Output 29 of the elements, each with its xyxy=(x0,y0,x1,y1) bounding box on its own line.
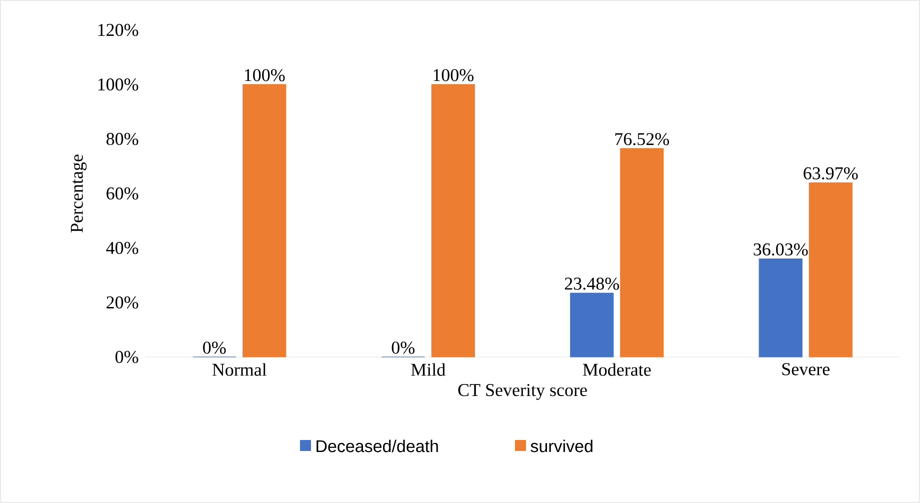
data-label: 0% xyxy=(392,342,415,354)
data-label: 76.52% xyxy=(615,133,670,146)
y-tick-label: 80% xyxy=(106,132,138,146)
x-tick-label: Normal xyxy=(212,363,267,376)
x-tick-label: Mild xyxy=(411,363,446,376)
y-tick-label: 40% xyxy=(106,242,138,254)
data-label: 63.97% xyxy=(804,167,858,180)
bar xyxy=(620,148,664,358)
legend-label: survived xyxy=(530,440,592,452)
bar xyxy=(570,292,614,358)
y-tick-label: 100% xyxy=(98,78,138,91)
bar xyxy=(431,84,475,358)
data-label: 100% xyxy=(434,69,474,82)
legend-label: Deceased/death xyxy=(316,440,438,452)
x-axis-title: CT Severity score xyxy=(458,384,587,400)
y-tick-label: 120% xyxy=(98,24,138,36)
data-label: 23.48% xyxy=(564,278,620,290)
data-label: 100% xyxy=(244,69,285,82)
bar xyxy=(758,258,802,358)
x-tick-label: Moderate xyxy=(582,363,651,376)
x-tick-label: Severe xyxy=(782,363,830,376)
y-tick-label: 20% xyxy=(106,296,138,309)
data-label: 0% xyxy=(203,342,226,354)
y-tick-label: 60% xyxy=(106,187,138,200)
y-tick-label: 0% xyxy=(116,350,138,364)
data-label: 36.03% xyxy=(754,243,808,256)
bar xyxy=(242,84,286,358)
bar xyxy=(808,182,852,358)
y-axis-title: Percentage xyxy=(70,154,87,232)
